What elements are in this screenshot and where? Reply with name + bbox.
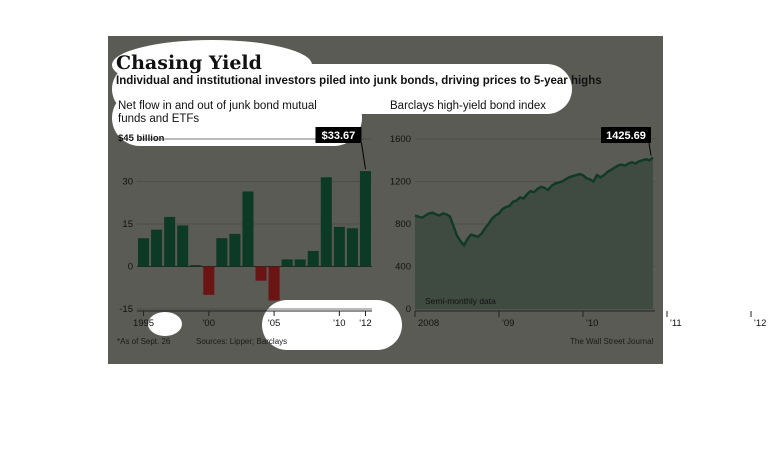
left-ytick-label: -15 bbox=[119, 304, 133, 315]
right-callout-pointer bbox=[648, 142, 652, 156]
flow-bar bbox=[255, 266, 267, 281]
right-ytick-label: 1200 bbox=[390, 177, 411, 188]
left-xtick-label: '00 bbox=[203, 318, 215, 329]
page-subtitle: Individual and institutional investors p… bbox=[116, 75, 602, 87]
left-callout-pointer bbox=[360, 142, 366, 170]
flow-bar bbox=[138, 238, 150, 267]
right-xtick-label: '10 bbox=[586, 318, 598, 329]
flow-bar bbox=[242, 191, 254, 267]
flow-bar bbox=[177, 225, 189, 267]
flow-bar bbox=[320, 177, 332, 267]
right-callout-label: 1425.69 bbox=[606, 130, 646, 142]
flow-bar bbox=[281, 259, 293, 267]
right-ytick-label: 800 bbox=[395, 219, 411, 230]
flow-bar bbox=[164, 216, 176, 267]
right-ytick-label: 400 bbox=[395, 262, 411, 273]
left-xtick-label: 1995 bbox=[133, 318, 154, 329]
flow-bar bbox=[359, 171, 371, 267]
flow-bar bbox=[151, 229, 163, 267]
left-ytick-label: 15 bbox=[122, 219, 133, 230]
flow-bar bbox=[333, 226, 345, 267]
index-line bbox=[414, 156, 654, 248]
flow-bar bbox=[203, 266, 215, 295]
page-title: Chasing Yield bbox=[116, 52, 262, 74]
footnote: *As of Sept. 26 bbox=[117, 337, 171, 346]
flow-bar bbox=[307, 250, 319, 267]
left-ytick-label: 0 bbox=[128, 262, 133, 273]
flow-bar bbox=[294, 259, 306, 267]
right-chart-note: Semi-monthly data bbox=[425, 296, 496, 306]
left-xtick-label: '05 bbox=[268, 318, 280, 329]
left-chart-unit-label: $45 billion bbox=[118, 133, 165, 144]
right-chart-title: Barclays high-yield bond index bbox=[390, 100, 546, 112]
sources-credit: Sources: Lipper; Barclays bbox=[196, 337, 288, 346]
left-callout-box bbox=[315, 127, 362, 143]
right-ytick-label: 1600 bbox=[390, 134, 411, 145]
flow-bar bbox=[229, 233, 241, 267]
flow-bar bbox=[190, 265, 202, 267]
right-xtick-label: '11 bbox=[670, 318, 682, 329]
right-ytick-label: 0 bbox=[406, 304, 411, 315]
left-xtick-label: '12 bbox=[359, 318, 371, 329]
index-area bbox=[415, 157, 653, 309]
mask-blob-axis-2 bbox=[262, 300, 402, 350]
flow-bar bbox=[216, 238, 228, 267]
right-xtick-label: 2008 bbox=[418, 318, 439, 329]
left-chart-title: Net flow in and out of junk bond mutual … bbox=[118, 100, 317, 125]
flow-bar bbox=[268, 266, 280, 301]
publisher-credit: The Wall Street Journal bbox=[570, 337, 654, 346]
right-xtick-label: '09 bbox=[502, 318, 514, 329]
flow-bar bbox=[346, 228, 358, 267]
left-xtick-label: '10 bbox=[333, 318, 345, 329]
right-callout-box bbox=[601, 127, 651, 143]
mask-blob-axis-1 bbox=[148, 312, 182, 336]
left-callout-label: $33.67 bbox=[322, 130, 356, 142]
right-xtick-label: '12 bbox=[754, 318, 766, 329]
left-ytick-label: 30 bbox=[122, 177, 133, 188]
